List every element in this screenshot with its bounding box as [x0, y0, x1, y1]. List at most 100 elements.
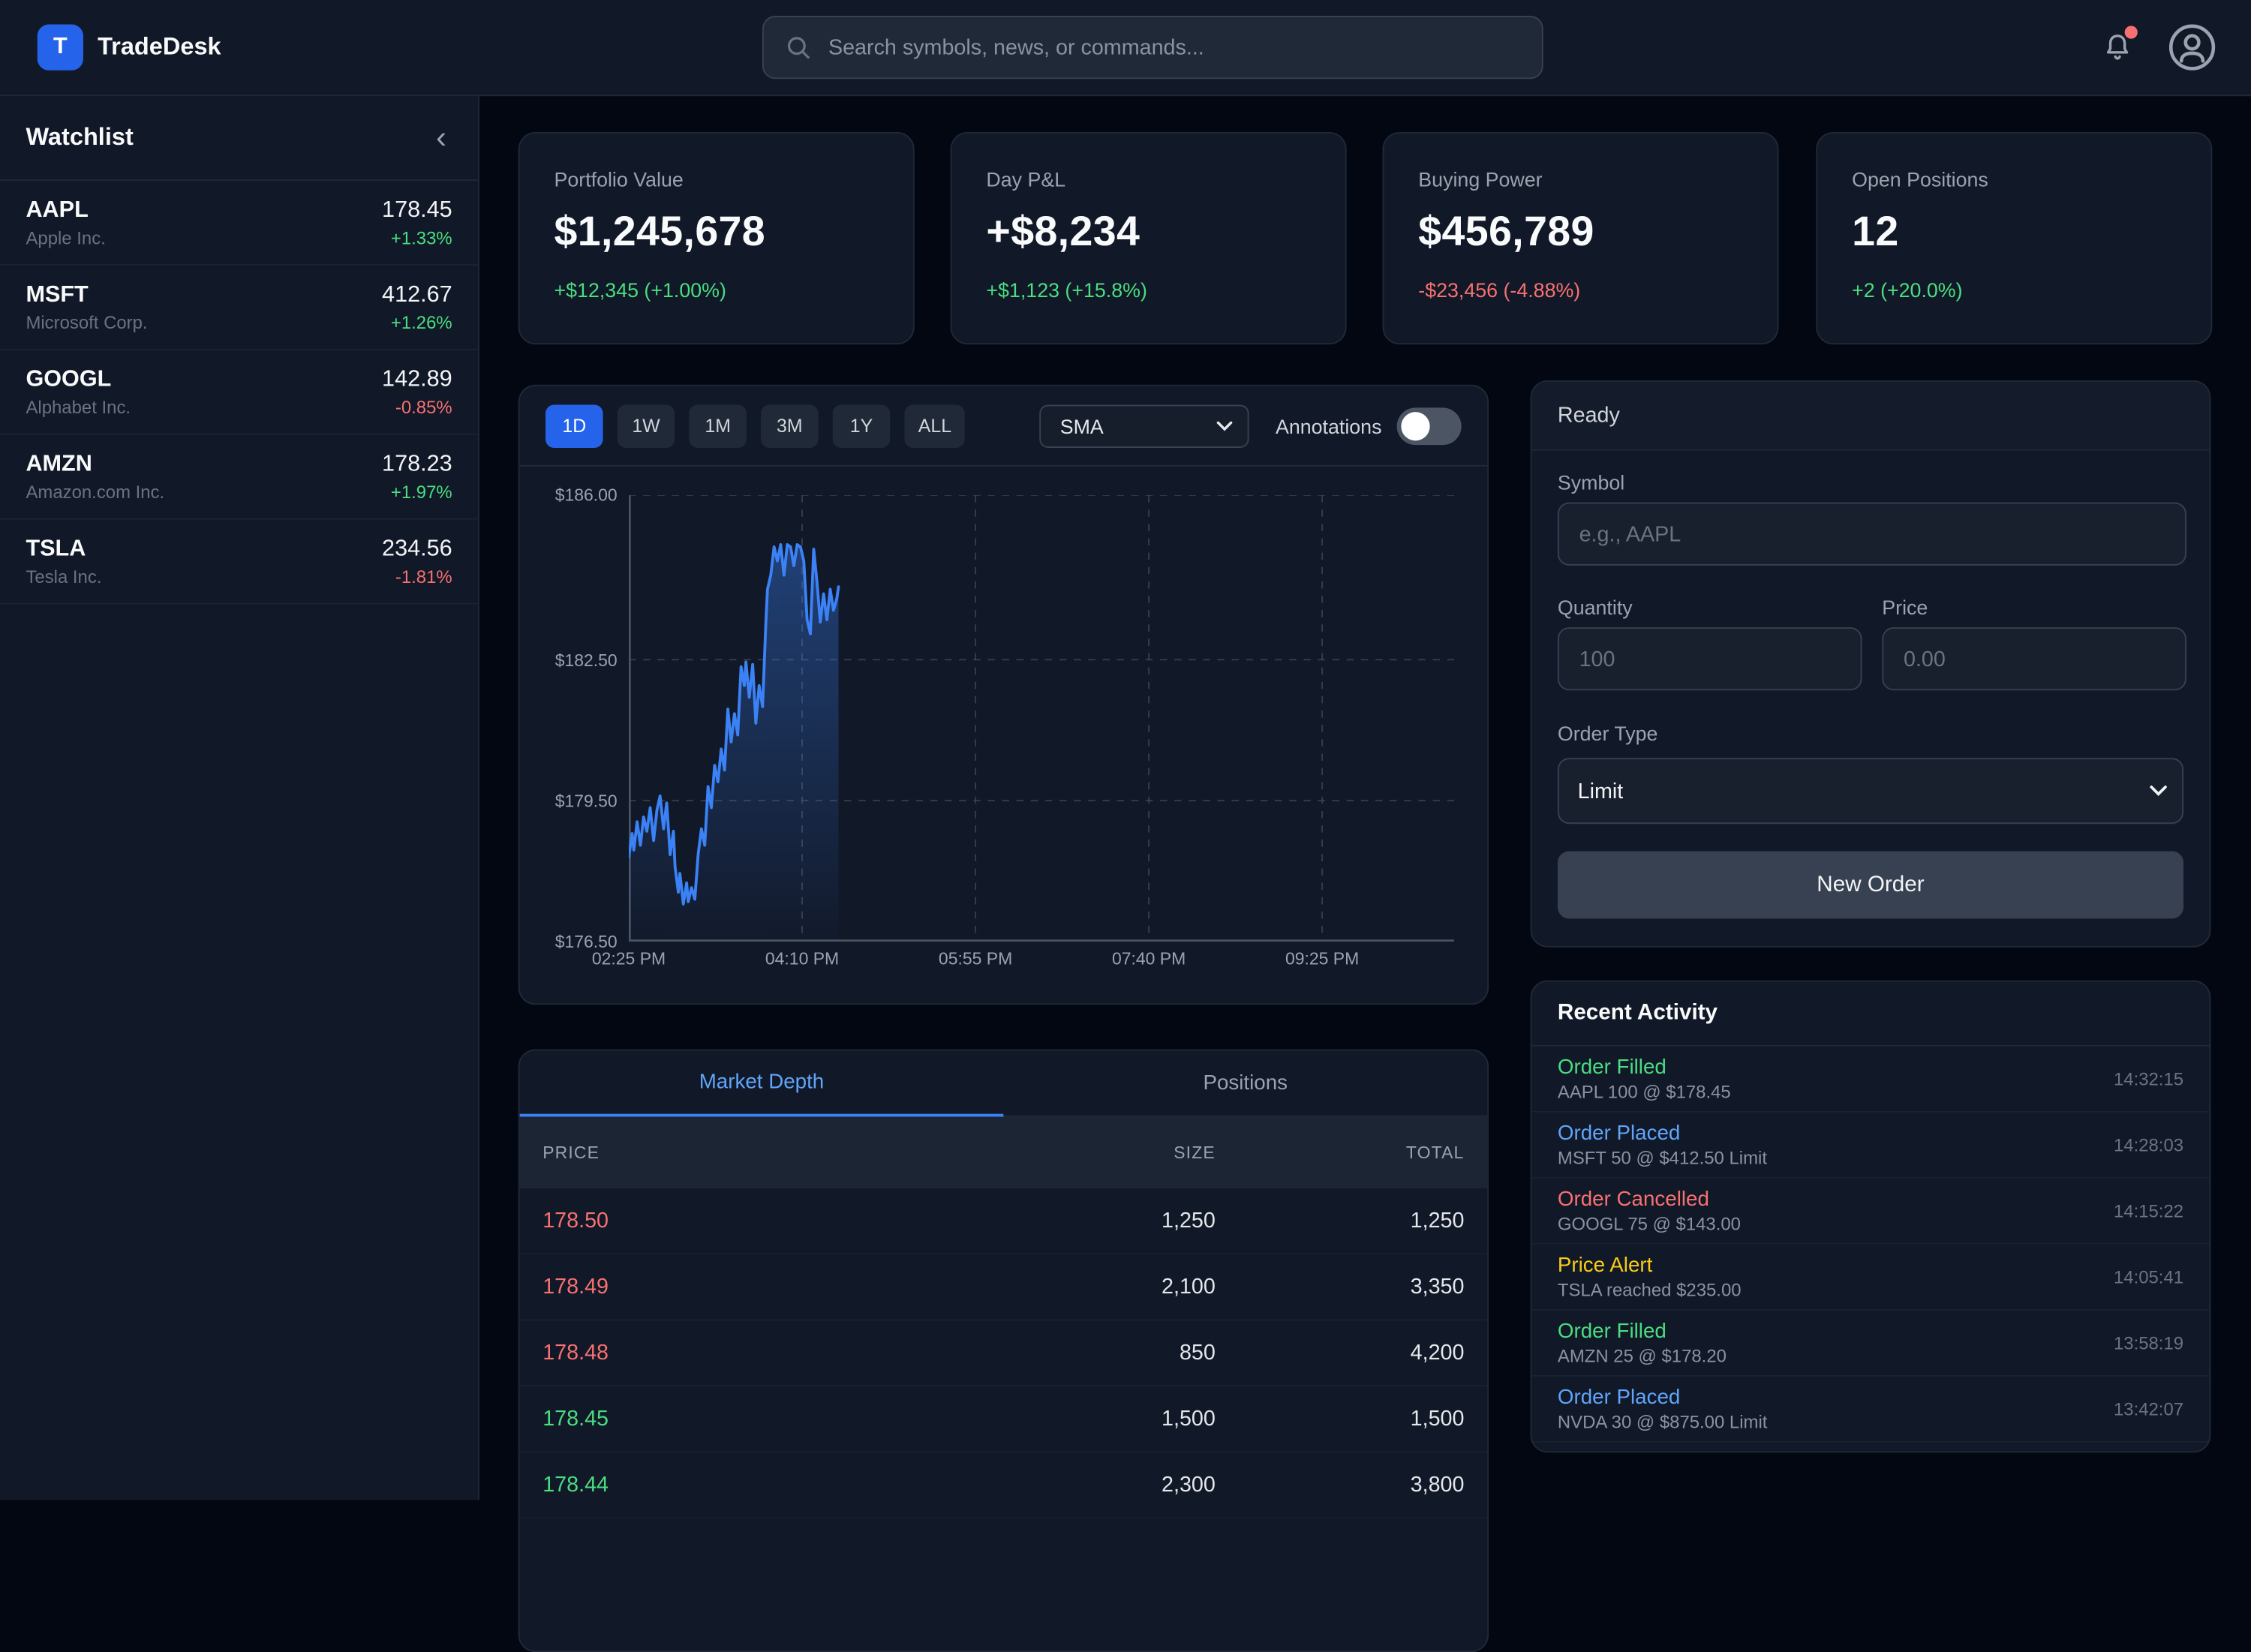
main-content: Portfolio Value $1,245,678 +$12,345 (+1.…: [479, 96, 2251, 1652]
depth-row[interactable]: 178.45 1,500 1,500: [519, 1386, 1488, 1453]
new-order-button[interactable]: New Order: [1557, 851, 2184, 919]
chart-x-tick-label: 07:40 PM: [1111, 948, 1186, 969]
watchlist-sidebar: Watchlist ‹ AAPL Apple Inc. 178.45 +1.33% …: [0, 96, 480, 1500]
depth-total: 3,350: [1410, 1274, 1465, 1299]
company: Alphabet Inc.: [26, 397, 131, 417]
stat-value: $1,245,678: [554, 209, 766, 256]
company: Apple Inc.: [26, 227, 106, 248]
activity-time: 13:42:07: [2113, 1398, 2184, 1419]
recent-activity-panel: Recent Activity Order Filled AAPL 100 @ $…: [1530, 980, 2211, 1453]
watchlist-item-amzn[interactable]: AMZN Amazon.com Inc. 178.23 +1.97%: [0, 435, 479, 520]
activity-time: 14:05:41: [2113, 1266, 2184, 1287]
company: Microsoft Corp.: [26, 312, 148, 332]
price: 234.56: [382, 536, 452, 561]
activity-detail: AMZN 25 @ $178.20: [1557, 1345, 1727, 1366]
price: 412.67: [382, 281, 452, 307]
activity-item: Price Alert TSLA reached $235.00 14:05:41: [1531, 1245, 2210, 1311]
order-type-label: Order Type: [1557, 722, 1658, 745]
stat-change: +$12,345 (+1.00%): [554, 278, 726, 302]
watchlist-item-googl[interactable]: GOOGL Alphabet Inc. 142.89 -0.85%: [0, 350, 479, 435]
change: +1.97%: [390, 481, 452, 502]
global-search[interactable]: [762, 16, 1543, 80]
depth-size: 2,100: [1162, 1274, 1216, 1299]
depth-size: 1,250: [1162, 1208, 1216, 1233]
chart-price-line: [627, 542, 840, 906]
depth-size: 1,500: [1162, 1407, 1216, 1431]
annotations-toggle[interactable]: [1397, 407, 1462, 445]
symbol: AAPL: [26, 197, 89, 222]
notifications-button[interactable]: [2090, 20, 2145, 75]
activity-status: Order Filled: [1557, 1056, 1666, 1079]
column-size: SIZE: [1174, 1142, 1216, 1163]
timeframe-button-1y[interactable]: 1Y: [832, 404, 891, 447]
tab-positions[interactable]: Positions: [1203, 1072, 1288, 1095]
change: +1.33%: [390, 227, 452, 248]
chart-toolbar: 1D 1W 1M 3M 1Y ALL SMA Annotations: [519, 386, 1488, 467]
app-logo: T: [37, 24, 83, 71]
activity-detail: TSLA reached $235.00: [1557, 1279, 1742, 1300]
timeframe-button-3m[interactable]: 3M: [761, 404, 819, 447]
watchlist-header: Watchlist ‹: [0, 96, 479, 182]
company: Amazon.com Inc.: [26, 481, 165, 502]
watchlist-title: Watchlist: [26, 123, 134, 151]
change: +1.26%: [390, 312, 452, 332]
chart-x-axis-labels: 02:25 PM 04:10 PM 05:55 PM 07:40 PM 09:25 PM: [592, 948, 1454, 972]
account-button[interactable]: [2165, 20, 2219, 75]
depth-total: 1,250: [1410, 1208, 1465, 1233]
recent-activity-title: Recent Activity: [1531, 982, 2210, 1047]
brand: T TradeDesk: [37, 24, 221, 71]
activity-status: Order Placed: [1557, 1122, 1681, 1145]
activity-status: Order Cancelled: [1557, 1188, 1709, 1211]
indicator-select[interactable]: SMA: [1039, 404, 1249, 447]
depth-price: 178.45: [542, 1407, 609, 1431]
depth-price: 178.48: [542, 1340, 609, 1365]
quantity-input[interactable]: [1557, 627, 1862, 691]
symbol-label: Symbol: [1557, 470, 1625, 494]
stat-label: Portfolio Value: [554, 167, 684, 191]
symbol-input[interactable]: [1557, 502, 2186, 566]
price-chart-panel: 1D 1W 1M 3M 1Y ALL SMA Annotations $186.…: [518, 384, 1489, 1005]
chart-x-tick-label: 09:25 PM: [1285, 948, 1360, 969]
activity-detail: AAPL 100 @ $178.45: [1557, 1081, 1731, 1102]
watchlist-item-tsla[interactable]: TSLA Tesla Inc. 234.56 -1.81%: [0, 520, 479, 605]
change: -1.81%: [395, 566, 452, 587]
watchlist-item-aapl[interactable]: AAPL Apple Inc. 178.45 +1.33%: [0, 181, 479, 266]
app-title: TradeDesk: [98, 33, 221, 61]
stat-value: 12: [1852, 209, 1899, 256]
avatar-icon: [2168, 24, 2216, 71]
price: 142.89: [382, 366, 452, 392]
order-entry-panel: Ready Symbol Quantity Price Order Type L…: [1530, 380, 2211, 948]
depth-row[interactable]: 178.50 1,250 1,250: [519, 1188, 1488, 1255]
depth-row[interactable]: 178.48 850 4,200: [519, 1320, 1488, 1387]
depth-total: 1,500: [1410, 1407, 1465, 1431]
timeframe-button-1d[interactable]: 1D: [545, 404, 603, 447]
activity-time: 14:32:15: [2113, 1068, 2184, 1089]
search-input[interactable]: [825, 33, 1521, 62]
chart-x-tick-label: 02:25 PM: [591, 948, 666, 969]
timeframe-button-1m[interactable]: 1M: [689, 404, 747, 447]
chart-y-tick-label: $179.50: [554, 790, 618, 811]
watchlist-item-msft[interactable]: MSFT Microsoft Corp. 412.67 +1.26%: [0, 266, 479, 350]
company: Tesla Inc.: [26, 566, 102, 587]
timeframe-button-all[interactable]: ALL: [904, 404, 966, 447]
timeframe-button-1w[interactable]: 1W: [617, 404, 675, 447]
price-input[interactable]: [1882, 627, 2186, 691]
depth-price: 178.44: [542, 1473, 609, 1497]
activity-item: Order Placed MSFT 50 @ $412.50 Limit 14:2…: [1531, 1113, 2210, 1179]
order-type-select[interactable]: Limit: [1557, 758, 2184, 824]
depth-total: 3,800: [1410, 1473, 1465, 1497]
activity-item: Order Cancelled GOOGL 75 @ $143.00 14:15:…: [1531, 1179, 2210, 1245]
symbol: MSFT: [26, 281, 89, 307]
stat-card-day-pnl: Day P&L +$8,234 +$1,123 (+15.8%): [950, 132, 1347, 345]
depth-row[interactable]: 178.49 2,100 3,350: [519, 1254, 1488, 1321]
stat-label: Buying Power: [1418, 167, 1543, 191]
column-price: PRICE: [542, 1142, 600, 1163]
order-type-select-wrap: Limit: [1557, 758, 2184, 824]
tab-market-depth[interactable]: Market Depth: [519, 1051, 1004, 1117]
depth-row[interactable]: 178.44 2,300 3,800: [519, 1452, 1488, 1519]
activity-time: 13:58:19: [2113, 1332, 2184, 1353]
bell-icon: [2106, 35, 2129, 60]
order-status: Ready: [1531, 382, 2210, 451]
sidebar-collapse-button[interactable]: ‹: [436, 119, 447, 155]
